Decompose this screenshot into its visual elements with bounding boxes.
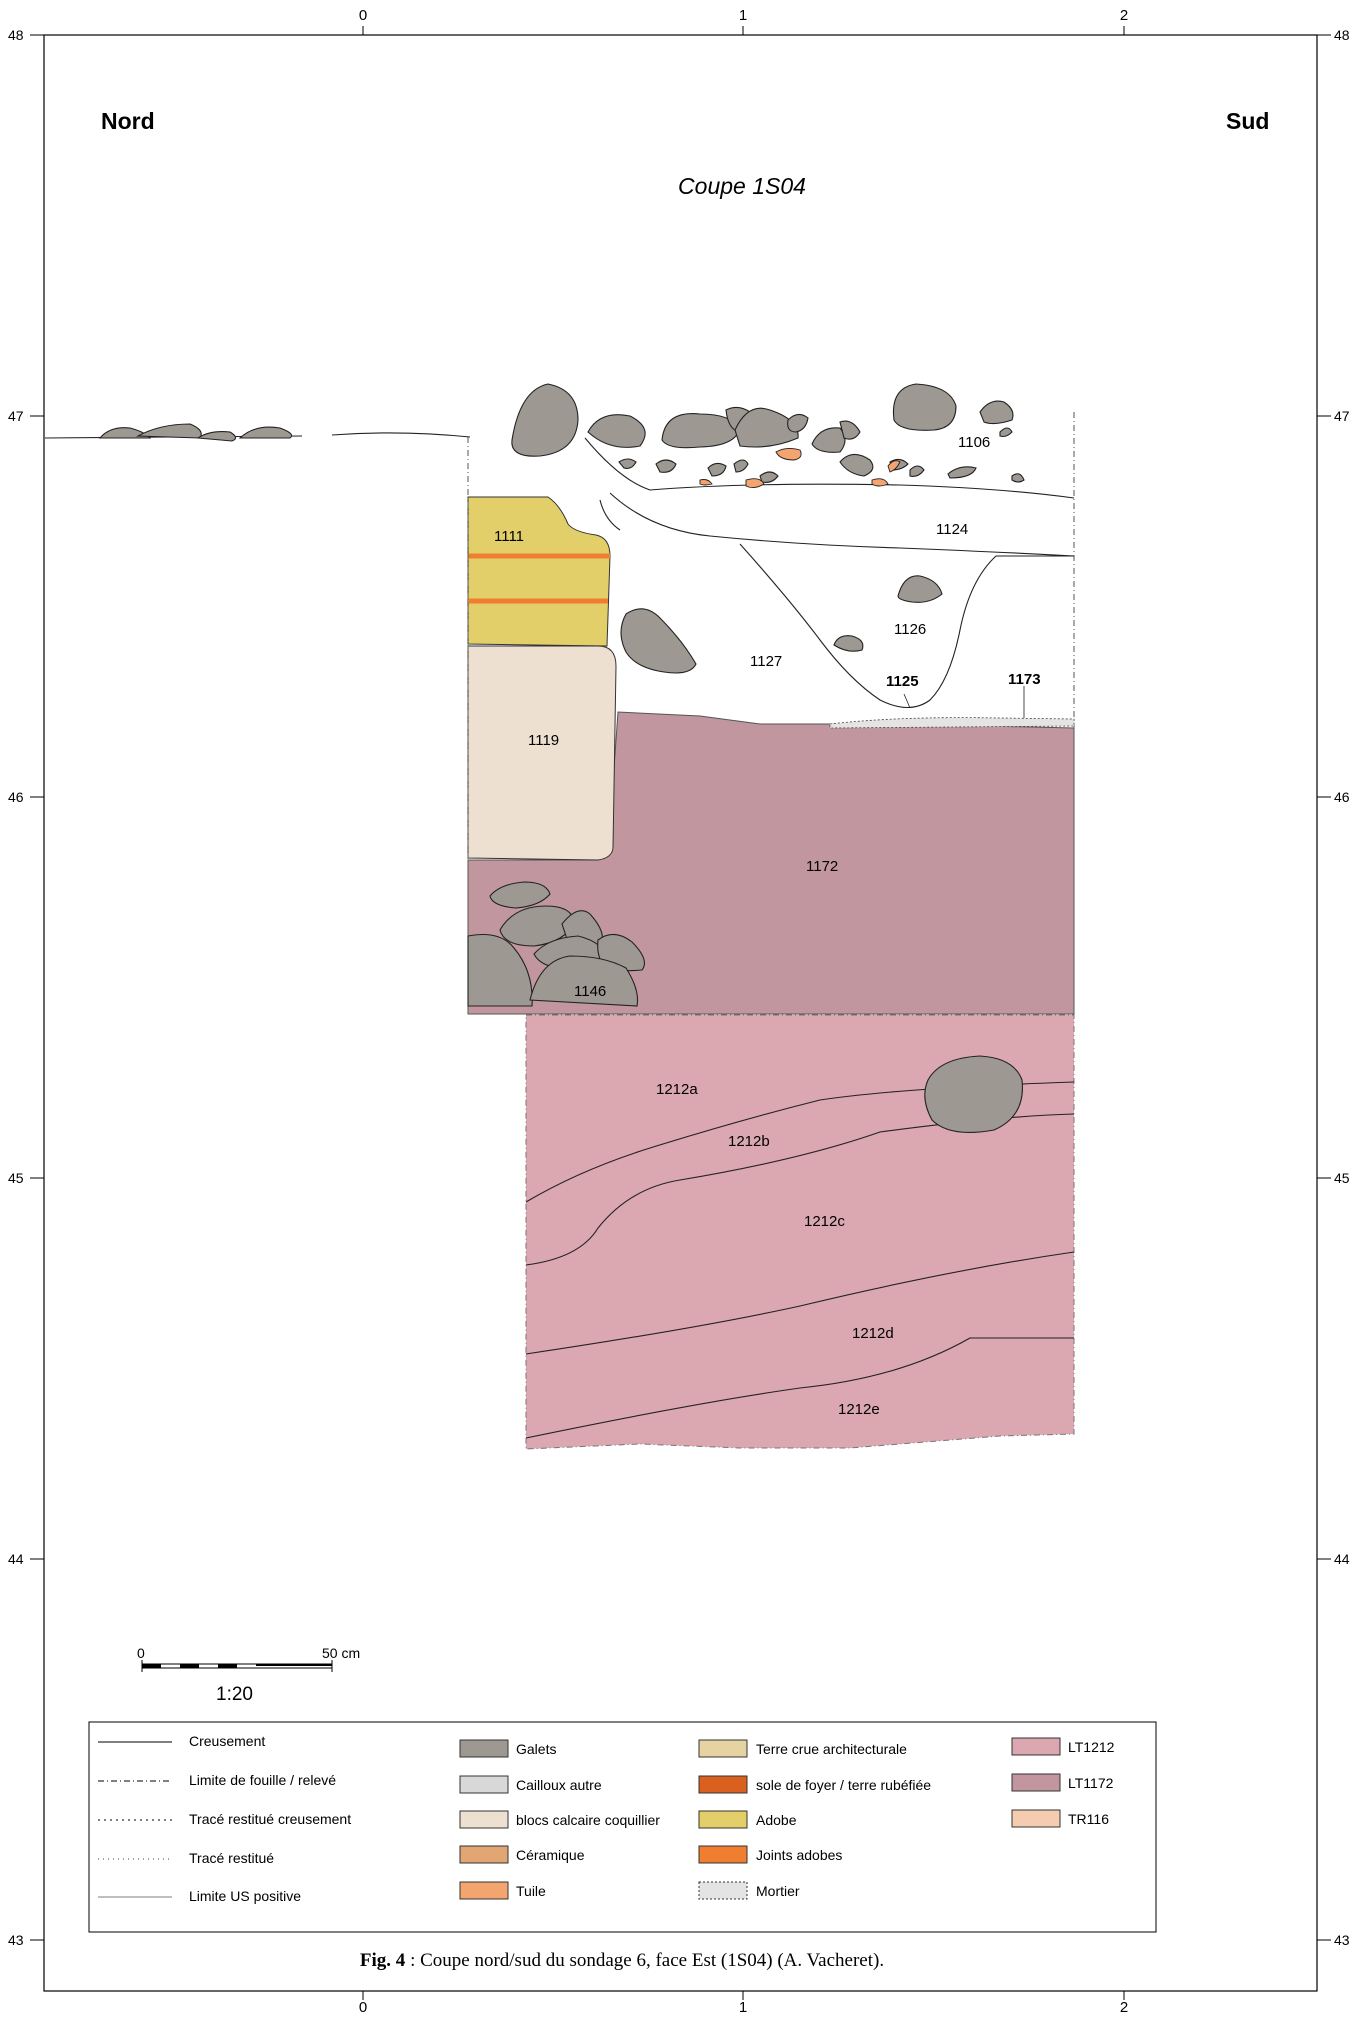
figure-caption: Fig. 4 : Coupe nord/sud du sondage 6, fa… xyxy=(360,1950,884,1971)
scale-start: 0 xyxy=(137,1645,145,1661)
us-label-1119: 1119 xyxy=(528,732,559,749)
x-tick-bottom-0: 0 xyxy=(359,1999,367,2016)
legend-col4-swatches xyxy=(1011,1737,1061,1828)
legend-mortier: Mortier xyxy=(756,1883,800,1899)
adobe-1111 xyxy=(467,496,611,647)
x-tick-bottom-1: 1 xyxy=(739,1999,747,2016)
x-tick-top-1: 1 xyxy=(739,7,747,24)
legend-terre-crue: Terre crue architecturale xyxy=(756,1741,907,1757)
x-tick-top-2: 2 xyxy=(1120,7,1128,24)
y-tick-right-47: 47 xyxy=(1334,408,1350,424)
scale-ratio: 1:20 xyxy=(216,1684,253,1705)
north-label: Nord xyxy=(101,108,155,134)
scale-bar xyxy=(141,1660,333,1672)
legend-line-trace-creusement: Tracé restitué creusement xyxy=(189,1811,351,1827)
legend-line-limite-fouille: Limite de fouille / relevé xyxy=(189,1772,336,1788)
us-label-1172: 1172 xyxy=(806,858,838,875)
us-label-1212d: 1212d xyxy=(852,1325,894,1342)
legend-line-limite-us: Limite US positive xyxy=(189,1888,301,1904)
y-tick-right-43: 43 xyxy=(1334,1932,1350,1948)
legend-lt1212: LT1212 xyxy=(1068,1739,1115,1755)
y-tick-left-48: 48 xyxy=(8,27,24,43)
legend-adobe: Adobe xyxy=(756,1812,797,1828)
legend-line-samples xyxy=(98,1741,172,1898)
x-tick-top-0: 0 xyxy=(359,7,367,24)
legend-tuile: Tuile xyxy=(516,1883,546,1899)
legend-lt1172: LT1172 xyxy=(1068,1775,1114,1791)
legend-col2-swatches xyxy=(459,1739,509,1900)
us-label-1127: 1127 xyxy=(750,653,782,670)
legend-blocs-calcaire: blocs calcaire coquillier xyxy=(516,1812,660,1828)
section-title: Coupe 1S04 xyxy=(678,173,806,199)
x-axis-ticks xyxy=(362,26,1125,2000)
y-tick-right-44: 44 xyxy=(1334,1551,1350,1567)
us-label-1146: 1146 xyxy=(574,983,606,1000)
us-label-1124: 1124 xyxy=(936,521,968,538)
legend-galets: Galets xyxy=(516,1741,556,1757)
legend-line-creusement: Creusement xyxy=(189,1733,265,1749)
us-label-1111: 1111 xyxy=(494,528,524,545)
us-label-1212c: 1212c xyxy=(804,1213,845,1230)
figure-frame xyxy=(43,34,1318,1992)
legend-ceramique: Céramique xyxy=(516,1847,585,1863)
y-tick-left-46: 46 xyxy=(8,789,24,805)
legend-tr116: TR116 xyxy=(1068,1811,1109,1827)
y-tick-left-43: 43 xyxy=(8,1932,24,1948)
legend-joints-adobes: Joints adobes xyxy=(756,1847,842,1863)
caption-text: : Coupe nord/sud du sondage 6, face Est … xyxy=(405,1950,884,1971)
us-label-1125: 1125 xyxy=(886,673,919,690)
y-tick-left-47: 47 xyxy=(8,408,24,424)
us-label-1212e: 1212e xyxy=(838,1401,880,1418)
us-label-1212b: 1212b xyxy=(728,1133,770,1150)
tuile-fragments xyxy=(699,447,901,489)
us-label-1173: 1173 xyxy=(1008,671,1041,688)
y-axis-ticks xyxy=(30,34,1331,1941)
y-tick-right-45: 45 xyxy=(1334,1170,1350,1186)
legend-box xyxy=(88,1721,1157,1933)
block-1119 xyxy=(467,645,617,861)
legend-col3-swatches xyxy=(698,1739,748,1900)
us-label-1126: 1126 xyxy=(894,621,926,638)
y-tick-right-46: 46 xyxy=(1334,789,1350,805)
legend-sole-foyer: sole de foyer / terre rubéfiée xyxy=(756,1777,931,1793)
galets xyxy=(98,383,1025,1133)
caption-number: Fig. 4 xyxy=(360,1950,406,1971)
x-tick-bottom-2: 2 xyxy=(1120,1999,1128,2016)
us-label-1212a: 1212a xyxy=(656,1081,698,1098)
legend-line-trace-restitue: Tracé restitué xyxy=(189,1850,274,1866)
leader-1125 xyxy=(903,693,911,709)
us-label-1106: 1106 xyxy=(958,434,990,451)
south-label: Sud xyxy=(1226,108,1269,134)
legend-cailloux: Cailloux autre xyxy=(516,1777,602,1793)
y-tick-left-45: 45 xyxy=(8,1170,24,1186)
y-tick-right-48: 48 xyxy=(1334,27,1350,43)
excavation-limit xyxy=(467,412,1075,1015)
mortier-1173 xyxy=(829,717,1075,729)
scale-end: 50 cm xyxy=(322,1645,360,1661)
y-tick-left-44: 44 xyxy=(8,1551,24,1567)
